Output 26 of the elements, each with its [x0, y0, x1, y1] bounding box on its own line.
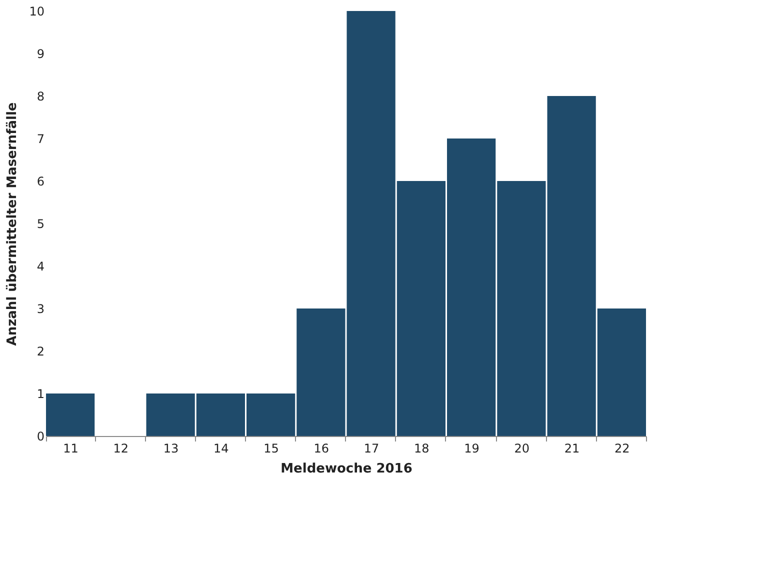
- x-tick-label: 19: [464, 442, 480, 456]
- x-tick-label: 18: [414, 442, 430, 456]
- y-axis-title: Anzahl übermittelter Masernfälle: [5, 102, 20, 346]
- y-tick-label: 4: [36, 260, 44, 274]
- x-tick-label: 17: [364, 442, 380, 456]
- x-tick-label: 15: [264, 442, 279, 456]
- x-tick-label: 14: [214, 442, 229, 456]
- y-tick-label: 6: [36, 174, 44, 188]
- x-tick-label: 22: [614, 442, 630, 456]
- y-tick-label: 2: [36, 344, 44, 358]
- y-tick-label: 8: [36, 90, 44, 104]
- y-tick-label: 3: [36, 302, 44, 316]
- y-tick-label: 7: [36, 132, 44, 146]
- x-tick-label: 12: [113, 442, 129, 456]
- x-tick-label: 11: [63, 442, 78, 456]
- y-tick-label: 10: [29, 4, 44, 18]
- x-tick-label: 21: [564, 442, 580, 456]
- x-axis-title: Meldewoche 2016: [280, 462, 412, 476]
- x-tick-label: 13: [163, 442, 179, 456]
- y-tick-label: 1: [36, 387, 44, 401]
- y-tick-label: 9: [36, 47, 44, 61]
- y-tick-label: 0: [36, 430, 44, 444]
- x-tick-label: 16: [314, 442, 330, 456]
- x-tick-label: 20: [514, 442, 530, 456]
- bar: [46, 394, 95, 436]
- y-tick-label: 5: [36, 217, 44, 231]
